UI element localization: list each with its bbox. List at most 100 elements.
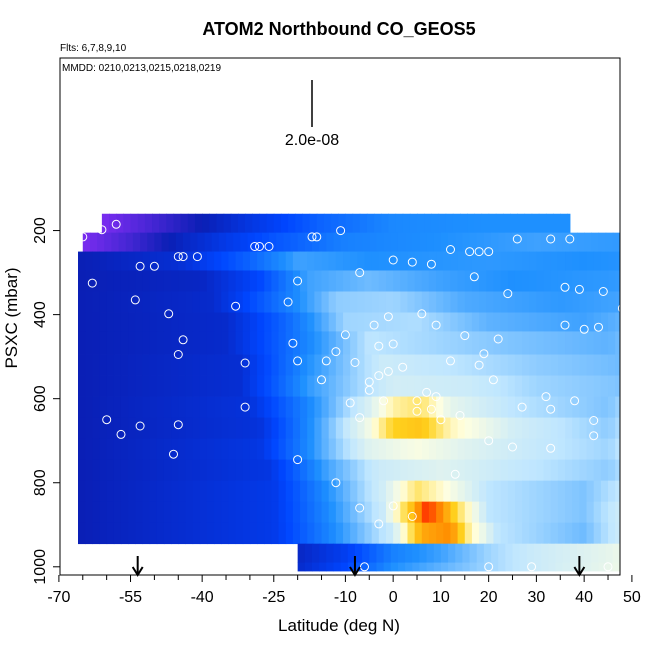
heatmap-cell (514, 438, 523, 461)
heatmap-cell (278, 396, 287, 418)
heatmap-band (78, 312, 620, 332)
heatmap-cell (113, 375, 122, 397)
heatmap-cell (514, 417, 523, 439)
heatmap-cell (436, 270, 444, 292)
data-point (560, 282, 570, 292)
heatmap-cell (407, 417, 416, 439)
heatmap-cell (171, 480, 179, 503)
heatmap-cell (230, 213, 239, 234)
heatmap-cell (314, 522, 323, 545)
heatmap-cell (421, 480, 430, 503)
heatmap-cell (335, 312, 344, 332)
heatmap-cell (147, 232, 155, 252)
heatmap-cell (156, 396, 165, 418)
heatmap-cell (414, 331, 423, 355)
heatmap-cell (522, 331, 530, 355)
heatmap-cell (242, 291, 251, 313)
heatmap-cell (85, 251, 93, 271)
heatmap-cell (560, 213, 569, 234)
heatmap-cell (378, 438, 387, 461)
heatmap-cell (385, 522, 394, 545)
heatmap-cell (383, 232, 392, 252)
heatmap-cell (311, 543, 320, 563)
heatmap-cell (593, 396, 602, 418)
heatmap-cell (615, 354, 620, 376)
heatmap-cell (471, 331, 480, 355)
heatmap-cell (120, 312, 129, 332)
heatmap-cell (142, 291, 151, 313)
heatmap-cell (586, 501, 595, 524)
heatmap-cell (407, 251, 416, 271)
heatmap-cell (414, 375, 423, 397)
heatmap-cell (307, 270, 315, 292)
heatmap-cell (378, 501, 387, 524)
heatmap-cell (644, 331, 650, 355)
heatmap-cell (536, 375, 545, 397)
data-point (484, 562, 494, 572)
heatmap-cell (185, 438, 194, 461)
heatmap-cell (400, 354, 409, 376)
heatmap-cell (612, 232, 620, 252)
heatmap-cell (78, 501, 86, 524)
heatmap-cell (586, 375, 595, 397)
heatmap-cell (641, 544, 649, 563)
heatmap-cell (142, 312, 151, 332)
heatmap-cell (257, 375, 265, 397)
heatmap-cell (421, 331, 430, 355)
heatmap-cell (314, 438, 323, 461)
x-tick-label: 0 (389, 589, 398, 606)
heatmap-cell (378, 396, 387, 418)
heatmap-cell (455, 543, 463, 563)
heatmap-cell (92, 522, 101, 545)
heatmap-cell (572, 522, 580, 545)
heatmap-cell (600, 375, 609, 397)
heatmap-cell (450, 331, 459, 355)
heatmap-cell (579, 417, 588, 439)
heatmap-cell (221, 312, 230, 332)
heatmap-cell (464, 417, 473, 439)
heatmap-cell (78, 459, 86, 482)
heatmap-cell (221, 270, 230, 292)
heatmap-cell (292, 291, 301, 313)
heatmap-cell (257, 480, 265, 503)
heatmap-cell (385, 251, 394, 271)
heatmap-cell (120, 291, 129, 313)
heatmap-cell (92, 331, 101, 355)
heatmap-cell (366, 213, 375, 234)
heatmap-cell (328, 270, 337, 292)
heatmap-cell (171, 438, 179, 461)
heatmap-cell (350, 291, 358, 313)
heatmap-cell (600, 291, 609, 313)
heatmap-cell (242, 375, 251, 397)
heatmap-cell (522, 480, 530, 503)
heatmap-cell (350, 312, 358, 332)
heatmap-cell (163, 331, 172, 355)
heatmap-cell (534, 232, 542, 252)
heatmap-cell (471, 438, 480, 461)
heatmap-cell (130, 213, 139, 234)
heatmap-cell (615, 375, 620, 397)
heatmap-cell (323, 213, 332, 234)
heatmap-cell (278, 417, 287, 439)
heatmap-cell (364, 251, 373, 271)
heatmap-cell (428, 251, 437, 271)
heatmap-cell (536, 396, 545, 418)
heatmap-cell (507, 270, 516, 292)
data-point (431, 392, 441, 402)
heatmap-cell (156, 480, 165, 503)
heatmap-band (297, 543, 649, 563)
heatmap-cell (593, 331, 602, 355)
heatmap-cell (493, 501, 502, 524)
heatmap-cell (526, 562, 535, 572)
heatmap-cell (450, 270, 459, 292)
heatmap-cell (142, 501, 151, 524)
heatmap-cell (228, 522, 237, 545)
heatmap-cell (644, 376, 650, 397)
heatmap-cell (159, 213, 167, 234)
chart-title: ATOM2 Northbound CO_GEOS5 (202, 19, 475, 39)
heatmap-cell (211, 232, 220, 252)
heatmap-cell (111, 232, 120, 252)
heatmap-cell (476, 562, 485, 572)
heatmap-cell (457, 396, 466, 418)
heatmap-cell (464, 522, 473, 545)
